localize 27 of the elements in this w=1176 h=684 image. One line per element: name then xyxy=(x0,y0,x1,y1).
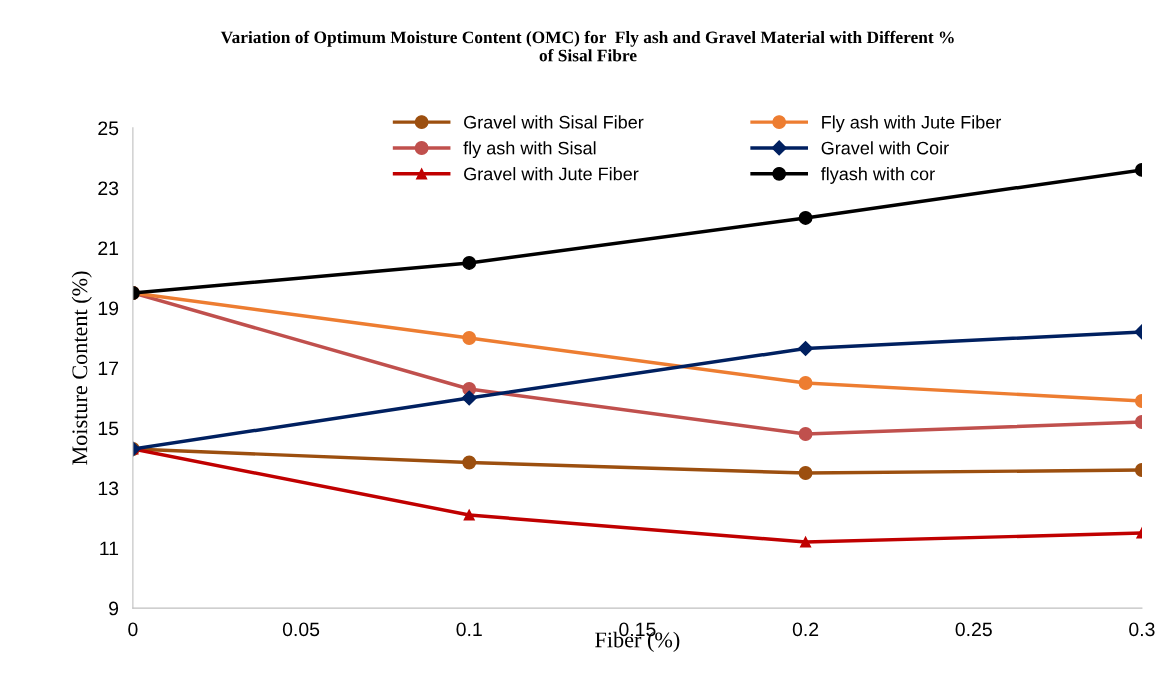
y-tick-label: 25 xyxy=(98,121,119,136)
legend-label: flyash with cor xyxy=(820,167,935,184)
x-tick-label: 0.25 xyxy=(955,622,992,637)
y-tick-label: 21 xyxy=(98,241,119,255)
y-tick-label: 17 xyxy=(98,361,119,376)
y-tick-label: 19 xyxy=(98,301,119,316)
x-tick-label: 0.2 xyxy=(792,622,819,637)
legend-label: Gravel with Coir xyxy=(821,141,949,155)
y-axis-title: Moisture Content (%) xyxy=(71,271,92,465)
legend-label: fly ash with Sisal xyxy=(463,141,596,159)
x-tick-label: 0 xyxy=(128,622,138,637)
point xyxy=(462,256,477,270)
legend-label: Gravel with Sisal Fiber xyxy=(464,115,644,129)
legend-label: Fly ash with Jute Fiber xyxy=(822,115,1002,133)
y-tick-label: 13 xyxy=(98,481,119,496)
x-tick-label: 0.05 xyxy=(282,622,320,637)
y-tick-label: 23 xyxy=(98,181,119,196)
legend-label: Gravel with Jute Fiber xyxy=(464,167,639,181)
chart-title: Variation of Optimum Moisture Content (OMC) for Fly ash and Gravel Material with Different % of Sisal Fibre xyxy=(220,30,954,62)
point xyxy=(462,331,477,345)
x-tick-label: 0.1 xyxy=(456,622,482,637)
y-tick-label: 15 xyxy=(98,421,119,436)
point xyxy=(798,376,813,390)
y-tick-label: 11 xyxy=(100,541,119,556)
y-tick-label: 9 xyxy=(109,601,119,616)
point xyxy=(798,210,813,225)
x-tick-label: 0.3 xyxy=(1129,622,1155,637)
